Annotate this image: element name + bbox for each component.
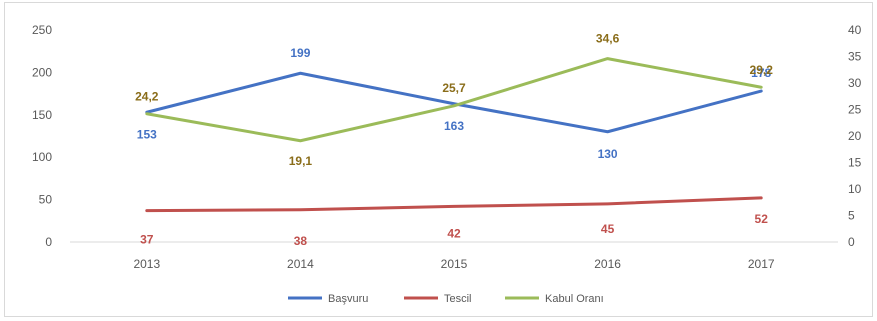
legend: Başvuru Tescil Kabul Oranı (288, 293, 604, 305)
data-label: 199 (290, 46, 310, 60)
y-left-tick-label: 100 (32, 150, 52, 164)
data-label: 52 (755, 212, 769, 226)
chart-frame (4, 2, 873, 317)
data-label: 42 (447, 226, 461, 240)
x-tick-label: 2013 (133, 257, 160, 271)
y-right-tick-label: 35 (848, 50, 862, 64)
data-label: 178 (751, 66, 771, 80)
y-left-tick-label: 250 (32, 23, 52, 37)
x-tick-label: 2015 (441, 257, 468, 271)
legend-label: Tescil (444, 293, 472, 305)
y-right-tick-label: 20 (848, 129, 862, 143)
data-label: 24,2 (135, 90, 159, 104)
data-label: 153 (137, 127, 157, 141)
y-right-tick-label: 10 (848, 182, 862, 196)
y-right-tick-label: 30 (848, 76, 862, 90)
data-label: 38 (294, 234, 308, 248)
y-left-tick-label: 50 (39, 193, 53, 207)
data-label: 37 (140, 233, 154, 247)
x-tick-label: 2014 (287, 257, 314, 271)
x-tick-label: 2017 (748, 257, 775, 271)
data-label: 163 (444, 119, 464, 133)
y-right-tick-label: 0 (848, 235, 855, 249)
y-left-tick-label: 200 (32, 65, 52, 79)
data-label: 29,2 (750, 63, 774, 77)
series-lines (145, 57, 763, 213)
data-label: 19,1 (289, 154, 313, 168)
data-label: 45 (601, 222, 615, 236)
y-right-tick-label: 40 (848, 23, 862, 37)
y-right-axis: 0 5 10 15 20 25 30 35 40 (848, 23, 862, 249)
x-tick-label: 2016 (594, 257, 621, 271)
legend-label: Başvuru (328, 293, 368, 305)
series-line (145, 71, 763, 134)
y-left-tick-label: 150 (32, 108, 52, 122)
x-axis: 2013 2014 2015 2016 2017 (70, 241, 838, 271)
series-line (145, 57, 763, 143)
y-right-tick-label: 15 (848, 156, 862, 170)
y-left-tick-label: 0 (45, 235, 52, 249)
y-right-tick-label: 5 (848, 209, 855, 223)
data-labels: 153 199 163 130 178 37 38 42 45 52 24,2 19,1 25,7 34,… (135, 32, 773, 248)
data-label: 34,6 (596, 32, 620, 46)
data-label: 130 (598, 147, 618, 161)
y-right-tick-label: 25 (848, 103, 862, 117)
series-line (145, 196, 763, 213)
y-left-axis: 0 50 100 150 200 250 (32, 23, 52, 249)
data-label: 25,7 (442, 81, 466, 95)
legend-label: Kabul Oranı (545, 293, 604, 305)
